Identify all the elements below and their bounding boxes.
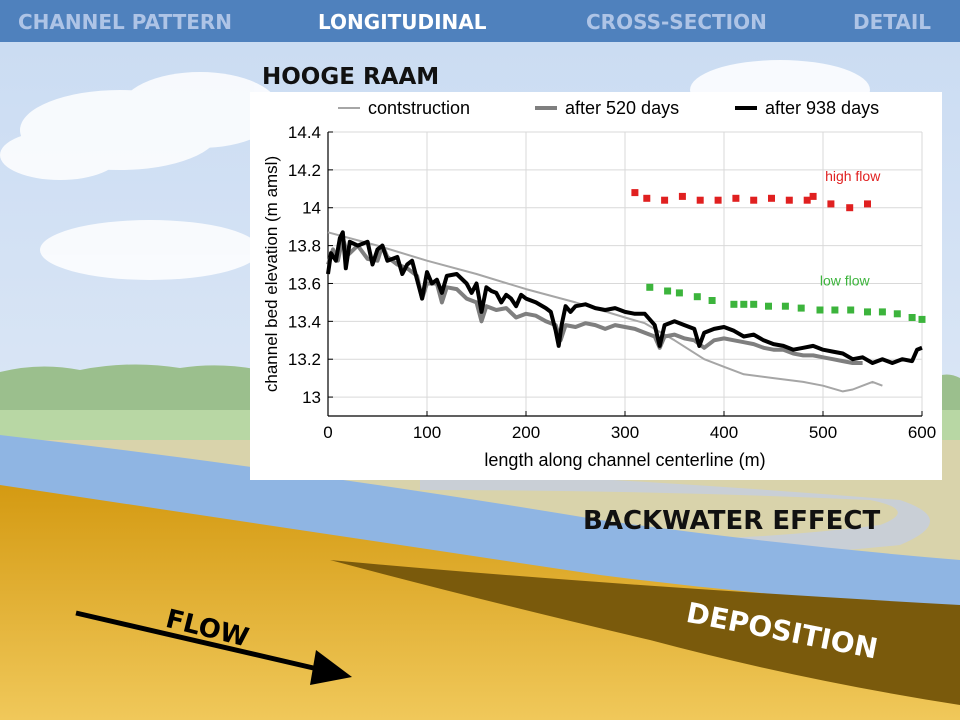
top-navigation-bar: CHANNEL PATTERN LONGITUDINAL CROSS-SECTI… [0,0,960,42]
y-tick-label: 13 [302,388,321,407]
x-tick-label: 400 [710,423,738,442]
backwater-effect-label: BACKWATER EFFECT [583,506,881,536]
low-flow-marker [781,302,789,310]
low-flow-annotation: low flow [820,272,871,288]
x-tick-label: 300 [611,423,639,442]
low-flow-marker [878,308,886,316]
tab-longitudinal[interactable]: LONGITUDINAL [318,10,487,34]
y-tick-label: 14.4 [288,123,321,142]
high-flow-marker [864,200,871,208]
low-flow-marker [750,300,758,308]
x-tick-label: 0 [323,423,332,442]
low-flow-marker [646,283,654,291]
legend-label-2: after 520 days [565,98,679,118]
x-axis-label: length along channel centerline (m) [484,450,765,470]
chart-title: HOOGE RAAM [262,64,440,90]
low-flow-marker [675,289,683,297]
low-flow-marker [893,310,901,318]
x-tick-label: 500 [809,423,837,442]
low-flow-marker [740,300,748,308]
high-flow-marker [768,194,775,202]
high-flow-marker [631,189,639,197]
series-line-1 [327,231,883,393]
elevation-chart: 0 100 200 300 400 500 600 13 13.2 13.4 13.6 13.8 14 1… [262,98,936,470]
sediment-layer [0,485,960,720]
high-flow-marker [750,196,758,204]
chart-panel: 0 100 200 300 400 500 600 13 13.2 13.4 13.6 13.8 14 1… [250,92,942,480]
low-flow-marker [847,306,855,314]
low-flow-marker [816,306,824,314]
high-flow-marker [827,200,835,208]
high-flow-marker [809,192,817,200]
y-tick-label: 13.2 [288,350,321,369]
low-flow-marker [730,300,738,308]
tab-detail[interactable]: DETAIL [853,10,932,34]
low-flow-marker [831,306,839,314]
high-flow-marker [785,196,793,204]
water-layer [0,435,960,608]
y-tick-label: 13.4 [288,312,321,331]
low-flow-marker [864,308,871,316]
x-tick-label: 100 [413,423,441,442]
legend-label-1: contstruction [368,98,470,118]
high-flow-marker [714,196,722,204]
y-tick-label: 14.2 [288,161,321,180]
high-flow-marker [803,196,811,204]
legend-label-3: after 938 days [765,98,879,118]
y-axis-label: channel bed elevation (m amsl) [262,156,281,392]
low-flow-marker [765,302,772,310]
low-flow-marker [908,314,916,321]
x-tick-label: 600 [908,423,936,442]
x-tick-label: 200 [512,423,540,442]
high-flow-annotation: high flow [825,168,881,184]
high-flow-marker [661,196,669,204]
low-flow-marker [708,297,716,304]
low-flow-marker [797,304,805,312]
tab-cross-section[interactable]: CROSS-SECTION [586,10,767,34]
low-flow-marker [664,287,672,295]
tab-channel-pattern[interactable]: CHANNEL PATTERN [18,10,233,34]
low-flow-marker [693,293,701,301]
y-tick-label: 13.8 [288,237,321,256]
high-flow-marker [678,192,686,200]
y-tick-label: 14 [302,199,321,218]
meander-channel [420,470,930,557]
high-flow-marker [846,204,854,212]
deposition-wedge [330,560,960,705]
high-flow-marker [732,194,740,202]
y-tick-label: 13.6 [288,274,321,293]
high-flow-marker [643,194,651,202]
high-flow-marker [696,196,704,204]
series-line-3 [326,230,923,365]
flow-arrow [75,610,352,685]
low-flow-marker [918,315,926,323]
